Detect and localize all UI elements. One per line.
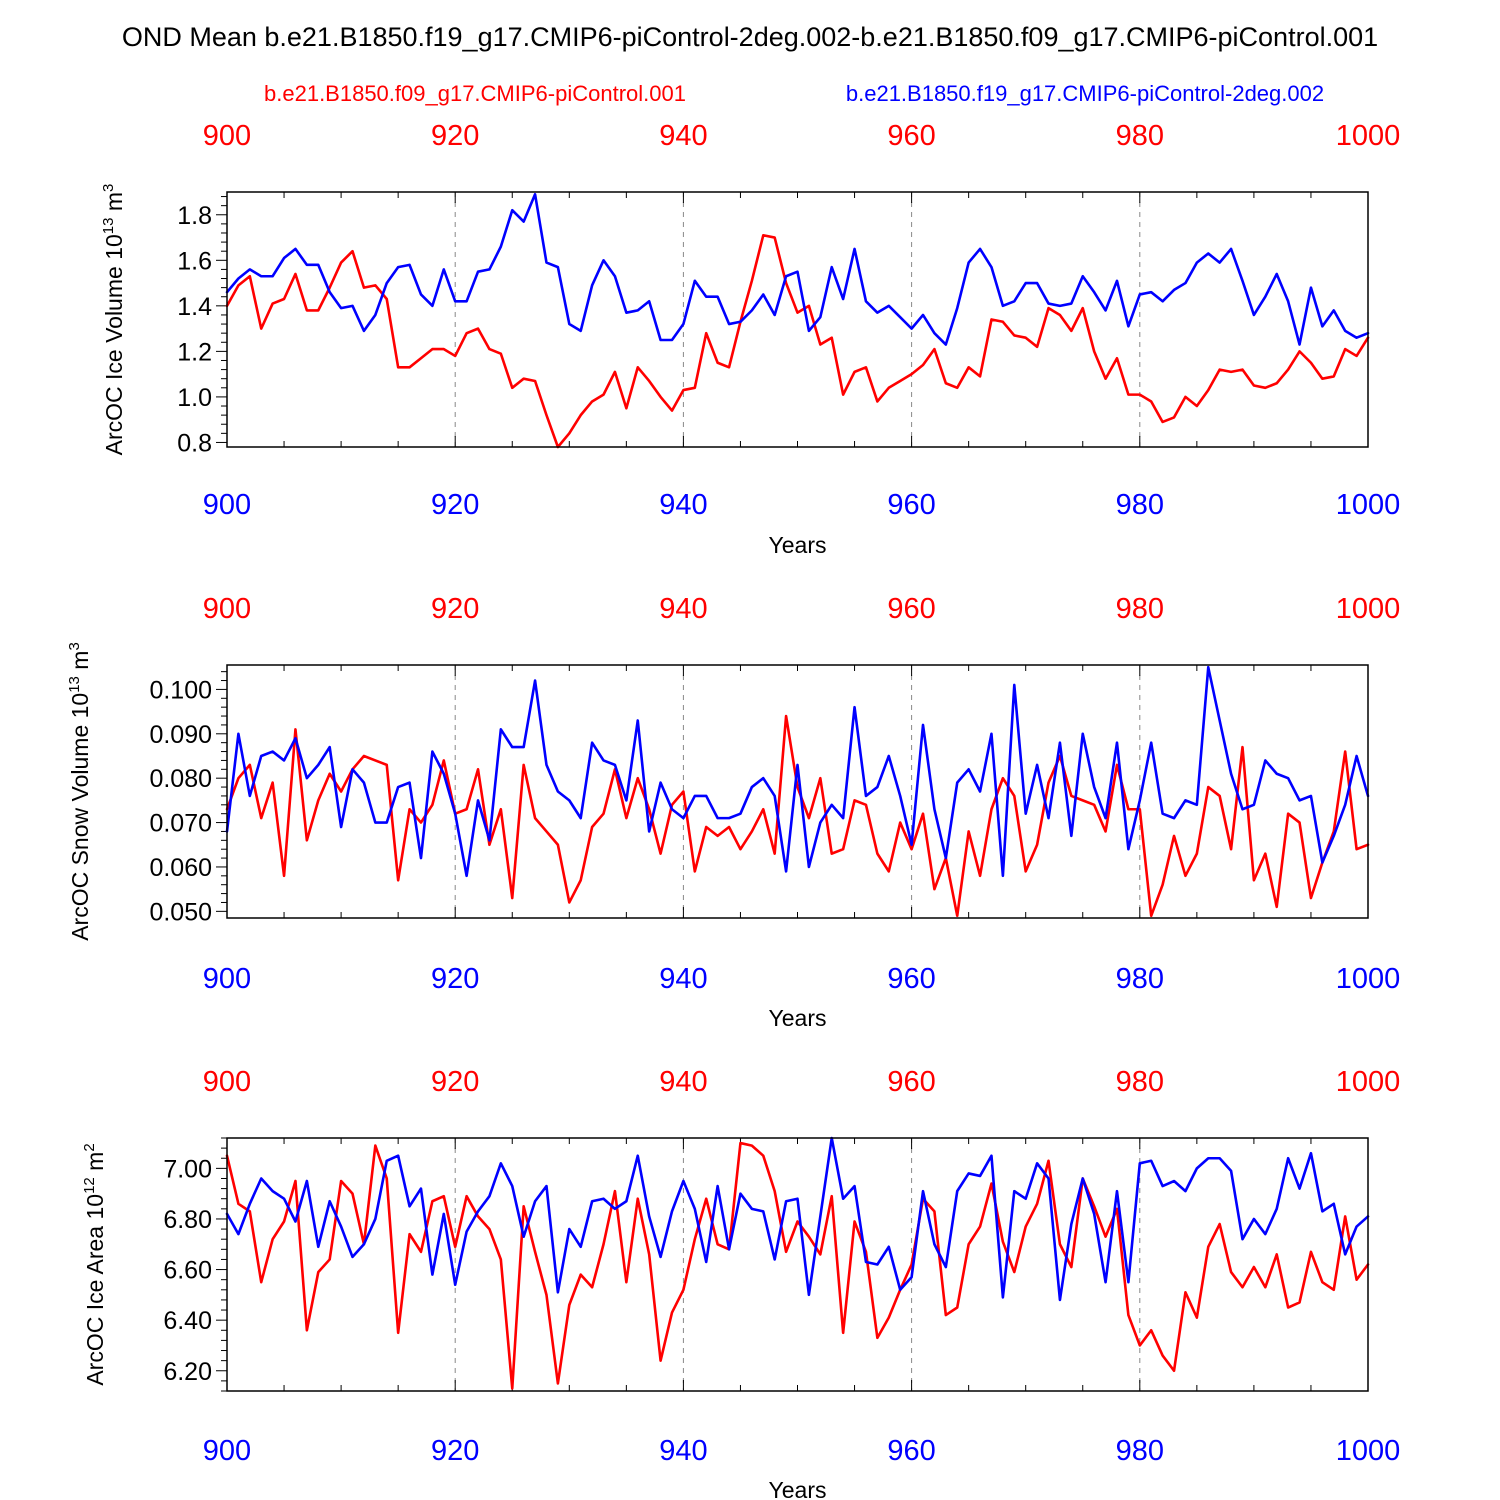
series-line-red [225,233,1370,449]
chart-panels: 0.8 1.0 1.2 1.4 1.6 1.8 900 900 920 920 940 940 960 9… [66,120,1400,1500]
legend-blue-label: b.e21.B1850.f19_g17.CMIP6-piControl-2deg… [846,81,1324,106]
x-axis-label: Years [769,1477,827,1500]
y-axis-label-exponent: 13 [66,676,83,693]
bottom-x-tick-label: 1000 [1336,489,1401,521]
y-axis-label: ArcOC Ice Area 1012 m2 [81,1143,108,1385]
bottom-x-tick-label: 960 [887,963,935,995]
y-tick-label: 0.060 [149,854,212,882]
y-axis-label: ArcOC Ice Volume 1013 m3 [100,184,127,456]
top-x-tick-label: 960 [887,1066,935,1098]
y-axis-label-unit: m [67,651,93,677]
y-tick-label: 1.2 [177,338,212,366]
chart-panel-2: 0.050 0.060 0.070 0.080 0.090 0.100 900 900 920 9… [66,593,1400,1031]
plot-frame [226,191,1369,448]
bottom-x-tick-label: 960 [887,1435,935,1467]
x-axis-label: Years [769,532,827,558]
top-x-tick-label: 960 [887,593,935,625]
bottom-x-tick-label: 920 [431,1435,479,1467]
bottom-x-tick-label: 940 [659,1435,707,1467]
series-line-blue [225,192,1370,346]
top-x-tick-label: 960 [887,120,935,152]
y-tick-label: 0.8 [177,429,212,457]
bottom-x-tick-label: 920 [431,963,479,995]
legend-red-label: b.e21.B1850.f09_g17.CMIP6-piControl.001 [264,81,686,106]
top-x-tick-label: 900 [203,1066,251,1098]
y-axis-label-text: ArcOC Snow Volume 10 [67,693,93,941]
y-tick-label: 1.0 [177,384,212,412]
y-tick-label: 7.00 [163,1155,212,1183]
top-x-tick-label: 980 [1116,593,1164,625]
figure-title: OND Mean b.e21.B1850.f19_g17.CMIP6-piCon… [122,22,1378,52]
y-axis-label-exponent: 12 [81,1177,98,1194]
top-x-tick-label: 940 [659,1066,707,1098]
y-axis-label-unit: m [82,1152,108,1178]
bottom-x-tick-label: 980 [1116,963,1164,995]
top-x-tick-label: 920 [431,1066,479,1098]
y-tick-label: 0.090 [149,721,212,749]
plot-frame [226,1137,1369,1392]
y-tick-label: 1.4 [177,293,212,321]
bottom-x-tick-label: 1000 [1336,1435,1401,1467]
bottom-x-tick-label: 940 [659,963,707,995]
bottom-x-tick-label: 900 [203,1435,251,1467]
bottom-x-tick-label: 920 [431,489,479,521]
y-tick-label: 6.20 [163,1358,212,1386]
y-tick-label: 0.050 [149,898,212,926]
bottom-x-tick-label: 900 [203,489,251,521]
y-axis-label-unit-power: 3 [100,184,117,192]
y-axis-label: ArcOC Snow Volume 1013 m3 [66,642,93,941]
y-axis-label-text: ArcOC Ice Volume 10 [101,234,127,455]
series-line-blue [225,665,1370,878]
top-x-tick-label: 1000 [1336,593,1401,625]
series-line-blue [225,1136,1370,1302]
series-line-red [225,714,1370,918]
top-x-tick-label: 980 [1116,1066,1164,1098]
y-axis-label-exponent: 13 [100,218,117,235]
top-x-tick-label: 900 [203,120,251,152]
y-tick-label: 0.100 [149,676,212,704]
y-tick-label: 6.60 [163,1257,212,1285]
top-x-tick-label: 900 [203,593,251,625]
top-x-tick-label: 940 [659,593,707,625]
bottom-x-tick-label: 1000 [1336,963,1401,995]
top-x-tick-label: 980 [1116,120,1164,152]
bottom-x-tick-label: 960 [887,489,935,521]
y-axis-label-unit-power: 3 [66,642,83,650]
x-axis-label: Years [769,1005,827,1031]
y-axis-label-unit: m [101,192,127,218]
chart-panel-3: 6.20 6.40 6.60 6.80 7.00 900 900 920 920 940 940 96… [81,1066,1400,1500]
top-x-tick-label: 940 [659,120,707,152]
top-x-tick-label: 1000 [1336,1066,1401,1098]
bottom-x-tick-label: 900 [203,963,251,995]
y-tick-label: 6.40 [163,1307,212,1335]
y-axis-label-text: ArcOC Ice Area 10 [82,1194,108,1386]
bottom-x-tick-label: 980 [1116,1435,1164,1467]
bottom-x-tick-label: 980 [1116,489,1164,521]
y-tick-label: 0.070 [149,810,212,838]
top-x-tick-label: 1000 [1336,120,1401,152]
plot-frame [226,664,1369,919]
y-tick-label: 0.080 [149,765,212,793]
y-tick-label: 1.8 [177,202,212,230]
series-line-red [225,1141,1370,1390]
bottom-x-tick-label: 940 [659,489,707,521]
top-x-tick-label: 920 [431,120,479,152]
chart-panel-1: 0.8 1.0 1.2 1.4 1.6 1.8 900 900 920 920 940 940 960 9… [100,120,1400,558]
y-tick-label: 6.80 [163,1206,212,1234]
top-x-tick-label: 920 [431,593,479,625]
y-tick-label: 1.6 [177,247,212,275]
y-axis-label-unit-power: 2 [81,1143,98,1151]
